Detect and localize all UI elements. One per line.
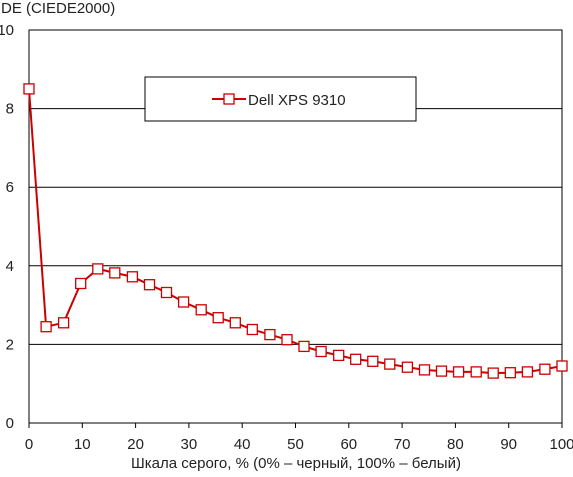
data-point (418, 364, 431, 376)
legend-box (144, 76, 417, 122)
y-tick-label: 10 (0, 22, 14, 39)
data-point (212, 312, 224, 324)
data-point (109, 267, 121, 279)
y-axis-label: DE (CIEDE2000) (1, 0, 115, 17)
data-point (92, 263, 104, 275)
data-point (504, 367, 516, 379)
series-line-0 (28, 88, 563, 375)
data-point (315, 345, 327, 358)
data-point (160, 286, 173, 299)
data-point (452, 366, 465, 378)
x-tick-label: 0 (25, 436, 33, 453)
data-point (539, 363, 551, 375)
x-tick-label: 40 (234, 436, 251, 453)
data-point (470, 366, 482, 378)
data-point (384, 358, 396, 370)
data-point (487, 367, 499, 379)
data-point (521, 366, 534, 378)
x-tick-label: 90 (500, 436, 517, 453)
x-tick-label: 20 (127, 436, 144, 453)
y-tick-label: 6 (6, 179, 14, 196)
data-point (264, 328, 276, 341)
data-point (23, 83, 35, 95)
y-tick-label: 4 (6, 258, 14, 275)
legend-marker-dell-xps-9310 (223, 93, 235, 105)
x-tick-label: 100 (549, 436, 573, 453)
series-layer (23, 83, 568, 379)
y-tick-label: 2 (6, 336, 14, 353)
data-point (143, 279, 156, 291)
data-point (126, 271, 139, 283)
x-tick-label: 30 (181, 436, 198, 453)
data-point (246, 323, 258, 336)
data-point (367, 355, 379, 367)
data-point (556, 360, 568, 372)
data-point (229, 317, 241, 329)
data-point (298, 340, 310, 353)
legend-label-dell-xps-9310: Dell XPS 9310 (248, 92, 346, 109)
data-point (177, 296, 190, 308)
data-point (281, 334, 293, 346)
legend: Dell XPS 9310 (144, 76, 417, 122)
x-tick-label: 10 (74, 436, 91, 453)
data-point (195, 304, 207, 316)
x-tick-label: 70 (394, 436, 411, 453)
data-point (435, 365, 448, 377)
x-tick-label: 60 (340, 436, 357, 453)
data-point (401, 361, 414, 373)
y-tick-label: 0 (6, 415, 14, 432)
y-tick-label: 8 (6, 101, 14, 118)
data-point (75, 277, 87, 290)
x-tick-label: 80 (447, 436, 464, 453)
data-point (333, 349, 345, 362)
gridlines (29, 108, 562, 345)
x-axis-label: Шкала серого, % (0% – черный, 100% – бел… (131, 455, 461, 472)
data-point (40, 321, 52, 333)
data-point (350, 353, 362, 365)
x-tick-label: 50 (287, 436, 304, 453)
data-point (57, 317, 70, 329)
